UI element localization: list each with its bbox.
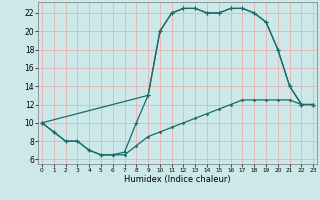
X-axis label: Humidex (Indice chaleur): Humidex (Indice chaleur) xyxy=(124,175,231,184)
